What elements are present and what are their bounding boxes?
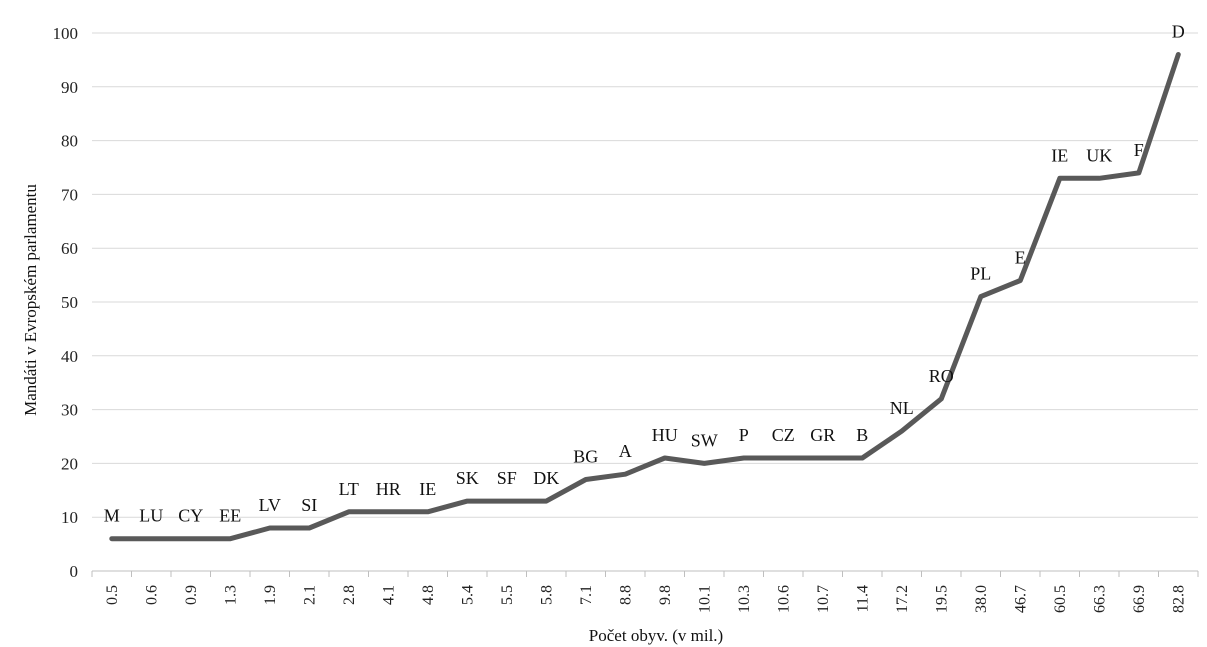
x-tick-label: 10.6 bbox=[775, 585, 792, 613]
point-label: SK bbox=[456, 468, 479, 488]
y-tick-label: 60 bbox=[61, 239, 78, 258]
point-label: SW bbox=[691, 430, 718, 450]
x-tick-label: 2.1 bbox=[301, 585, 318, 605]
point-label: PL bbox=[970, 264, 991, 284]
x-tick-label: 4.8 bbox=[420, 585, 437, 605]
y-tick-label: 30 bbox=[61, 401, 78, 420]
x-tick-label: 8.8 bbox=[617, 585, 634, 605]
y-tick-label: 70 bbox=[61, 185, 78, 204]
x-tick-label: 5.4 bbox=[459, 585, 476, 605]
point-label: LV bbox=[259, 495, 281, 515]
point-label: IE bbox=[1051, 145, 1068, 165]
point-label: A bbox=[619, 441, 632, 461]
y-tick-label: 90 bbox=[61, 78, 78, 97]
point-label: M bbox=[104, 506, 120, 526]
y-tick-label: 80 bbox=[61, 132, 78, 151]
point-labels: M LU CY EE LV SI LT HR IE SK SF DK BG A HU SW P CZ GR B NL RO… bbox=[104, 22, 1185, 526]
point-label: SI bbox=[301, 495, 317, 515]
point-label: DK bbox=[533, 468, 559, 488]
x-tick-label: 10.3 bbox=[736, 585, 753, 613]
y-axis-ticks: 0 10 20 30 40 50 60 70 80 90 100 bbox=[53, 24, 79, 581]
gridlines bbox=[92, 32, 1198, 572]
x-axis-title: Počet obyv. (v mil.) bbox=[589, 626, 723, 645]
point-label: CZ bbox=[772, 425, 795, 445]
x-tick-label: 10.7 bbox=[815, 585, 832, 613]
point-label: BG bbox=[573, 447, 598, 467]
y-tick-label: 20 bbox=[61, 454, 78, 473]
x-tick-label: 82.8 bbox=[1170, 585, 1187, 613]
point-label: IE bbox=[419, 479, 436, 499]
point-label: CY bbox=[178, 506, 203, 526]
x-tick-label: 38.0 bbox=[973, 585, 990, 613]
x-axis-ticks: 0.5 0.6 0.9 1.3 1.9 2.1 2.8 4.1 4.8 5.4 5.5 5.8 7.1 8… bbox=[91, 571, 1199, 613]
x-tick-label: 2.8 bbox=[341, 585, 358, 605]
series-line bbox=[109, 52, 1181, 542]
point-label: D bbox=[1172, 22, 1185, 42]
x-tick-label: 46.7 bbox=[1012, 585, 1029, 613]
x-tick-label: 17.2 bbox=[894, 585, 911, 613]
x-tick-label: 1.9 bbox=[262, 585, 279, 605]
y-tick-label: 0 bbox=[70, 562, 79, 581]
y-tick-label: 50 bbox=[61, 293, 78, 312]
point-label: HU bbox=[652, 425, 678, 445]
x-tick-label: 1.3 bbox=[222, 585, 239, 605]
point-label: LU bbox=[139, 506, 163, 526]
x-tick-label: 60.5 bbox=[1052, 585, 1069, 613]
point-label: F bbox=[1134, 140, 1144, 160]
x-tick-label: 4.1 bbox=[380, 585, 397, 605]
point-label: SF bbox=[497, 468, 517, 488]
point-label: UK bbox=[1086, 145, 1112, 165]
point-label: E bbox=[1015, 247, 1026, 267]
series-line-path bbox=[109, 52, 1181, 542]
x-tick-label: 0.6 bbox=[143, 585, 160, 605]
x-tick-label: 66.9 bbox=[1131, 585, 1148, 613]
x-tick-label: 5.5 bbox=[499, 585, 516, 605]
y-axis-title: Mandáti v Evropském parlamentu bbox=[21, 184, 40, 416]
x-tick-label: 66.3 bbox=[1091, 585, 1108, 613]
y-tick-label: 10 bbox=[61, 508, 78, 527]
x-tick-label: 5.8 bbox=[538, 585, 555, 605]
y-tick-label: 40 bbox=[61, 347, 78, 366]
x-tick-label: 9.8 bbox=[657, 585, 674, 605]
x-tick-label: 0.5 bbox=[104, 585, 121, 605]
point-label: B bbox=[856, 425, 868, 445]
point-label: EE bbox=[219, 506, 241, 526]
x-tick-label: 19.5 bbox=[933, 585, 950, 613]
x-tick-label: 0.9 bbox=[183, 585, 200, 605]
point-label: HR bbox=[376, 479, 401, 499]
y-tick-label: 100 bbox=[53, 24, 79, 43]
point-label: P bbox=[739, 425, 749, 445]
x-tick-label: 10.1 bbox=[696, 585, 713, 613]
x-tick-label: 11.4 bbox=[854, 585, 871, 612]
x-tick-label: 7.1 bbox=[578, 585, 595, 605]
point-label: RO bbox=[929, 366, 954, 386]
point-label: NL bbox=[890, 398, 914, 418]
point-label: GR bbox=[810, 425, 835, 445]
point-label: LT bbox=[339, 479, 359, 499]
